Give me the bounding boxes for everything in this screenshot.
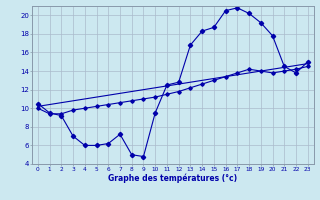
X-axis label: Graphe des températures (°c): Graphe des températures (°c) (108, 173, 237, 183)
